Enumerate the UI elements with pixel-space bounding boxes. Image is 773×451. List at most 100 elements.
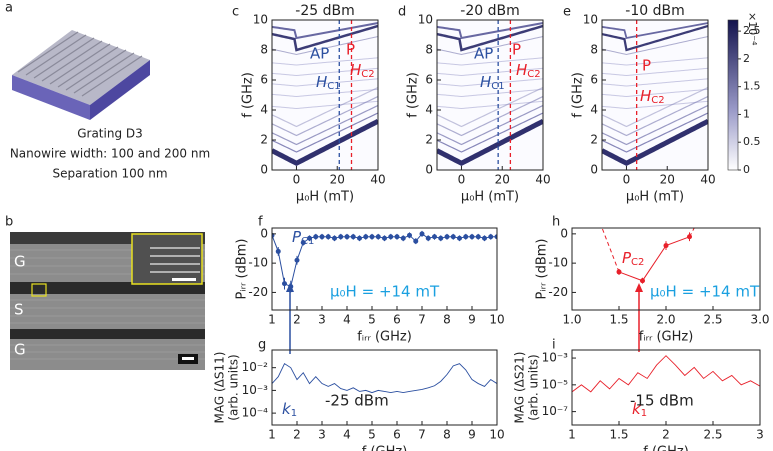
grating-illustration [12, 30, 150, 120]
data-point [400, 235, 406, 241]
annotation: AP [474, 45, 493, 63]
axes-frame [271, 349, 498, 426]
heatmap-bg [602, 20, 708, 170]
electrode-label: G [14, 341, 26, 359]
spectrum-branch [437, 104, 543, 146]
spectrum-branch [602, 86, 708, 128]
caption-line: Separation 100 nm [52, 167, 167, 181]
y-axis-label: f (GHz) [406, 72, 421, 118]
annotation: AP [310, 45, 329, 63]
y-tick-label: 10⁻³ [242, 383, 269, 397]
x-tick-label: 3 [318, 428, 326, 442]
y-tick-label: 2 [260, 133, 268, 147]
data-point [388, 234, 394, 240]
spectrum-branch [602, 24, 708, 52]
annotation: PC2 [622, 249, 644, 269]
plot-area [272, 230, 497, 293]
x-tick-label: 40 [370, 173, 385, 187]
annotation-sub: C2 [361, 69, 374, 80]
data-point [482, 235, 487, 241]
data-point [463, 234, 469, 240]
annotation-base: H [516, 61, 527, 79]
y-tick-label: 10⁻⁴ [242, 406, 269, 420]
sem-image [10, 232, 205, 370]
y-tick-label: -20 [248, 285, 268, 299]
colorbar-tick-label: 0 [743, 163, 750, 176]
x-axis-label: f (GHz) [362, 445, 408, 451]
plot-area [602, 20, 708, 170]
annotation: k1 [632, 400, 647, 420]
colorbar-tick-label: 1 [743, 107, 750, 120]
electrode-label: S [14, 301, 24, 319]
panel-line: 1 2 3 4 5 6 7 8 9 10 10⁻² 10⁻³ 10⁻⁴ f (GHz) MAG (ΔS11)… [213, 349, 505, 451]
panel-errorscatter: 1.0 1.5 2.0 2.5 3.0 0 -10 -20 fᵢᵣᵣ (GHz) Pᵢᵣᵣ (dB… [535, 226, 770, 344]
annotation-sub: C1 [301, 236, 314, 247]
data-point [300, 240, 306, 246]
spectrum-branch [602, 112, 708, 153]
spectrum-branch [272, 119, 378, 167]
x-axis-label: fᵢᵣᵣ (GHz) [639, 330, 694, 345]
x-tick-label: 20 [330, 173, 345, 187]
x-tick-label: 9 [468, 428, 476, 442]
annotation-base: H [316, 73, 327, 91]
colorbar-tick-label: 2.5 [743, 24, 761, 37]
panel-label: a [5, 1, 13, 16]
annotation: HC1 [316, 73, 341, 93]
y-tick-label: 6 [590, 73, 598, 87]
data-point [369, 234, 375, 240]
plot-area [437, 20, 543, 170]
x-tick-label: 10 [489, 428, 504, 442]
spectrum-branch [272, 24, 378, 52]
spectrum-branch [437, 22, 543, 40]
spectrum-branch [437, 36, 543, 56]
y-tick-label: 4 [260, 103, 268, 117]
y-tick-label: 8 [260, 43, 268, 57]
data-point [469, 234, 475, 240]
annotation-sub: 1 [641, 408, 647, 419]
data-point [450, 234, 456, 240]
x-tick-label: 3 [756, 428, 764, 442]
y-tick-label: 10 [253, 13, 268, 27]
y-tick-label: 2 [590, 133, 598, 147]
y-tick-label: -10 [548, 256, 568, 270]
spectrum-branch [272, 112, 378, 153]
spectrum-branch [272, 86, 378, 128]
panel-label: h [552, 215, 560, 230]
annotation-sub: C1 [491, 81, 504, 92]
annotation-sub: C2 [651, 95, 664, 106]
y-axis-label: (arb. units) [227, 354, 241, 420]
panel-label: c [232, 5, 239, 20]
electrode-label: G [14, 253, 26, 271]
data-point [338, 234, 344, 240]
x-tick-label: 9 [468, 313, 476, 327]
y-tick-label: -10 [248, 256, 268, 270]
spectrum-branch [437, 78, 543, 87]
panel-label: e [563, 5, 571, 20]
heatmap-bg [437, 20, 543, 170]
y-tick-label: 0 [260, 226, 268, 240]
x-axis-label: μ₀H (mT) [461, 190, 519, 205]
y-axis-label: Pᵢᵣᵣ (dBm) [535, 238, 550, 299]
annotation-base: k [282, 400, 292, 418]
extrapolation [689, 228, 695, 238]
y-tick-label: 10⁻⁵ [542, 377, 569, 391]
annotation-base: P [622, 249, 632, 267]
data-point [344, 234, 350, 240]
y-axis-label: f (GHz) [571, 72, 586, 118]
x-tick-label: 1.0 [562, 313, 581, 327]
axes-frame [271, 19, 379, 171]
data-point [294, 257, 300, 263]
data-point [425, 235, 431, 241]
x-tick-label: 2.5 [703, 428, 722, 442]
data-point [444, 234, 450, 240]
annotation: HC2 [350, 61, 375, 81]
annotation: HC2 [516, 61, 541, 81]
y-tick-label: 4 [590, 103, 598, 117]
x-tick-label: 1.5 [609, 313, 628, 327]
spectrum-branch [437, 88, 543, 98]
spectrum-branch [272, 22, 378, 40]
spectrum-branch [602, 104, 708, 146]
annotation: PC1 [292, 228, 314, 248]
y-tick-label: 8 [590, 43, 598, 57]
